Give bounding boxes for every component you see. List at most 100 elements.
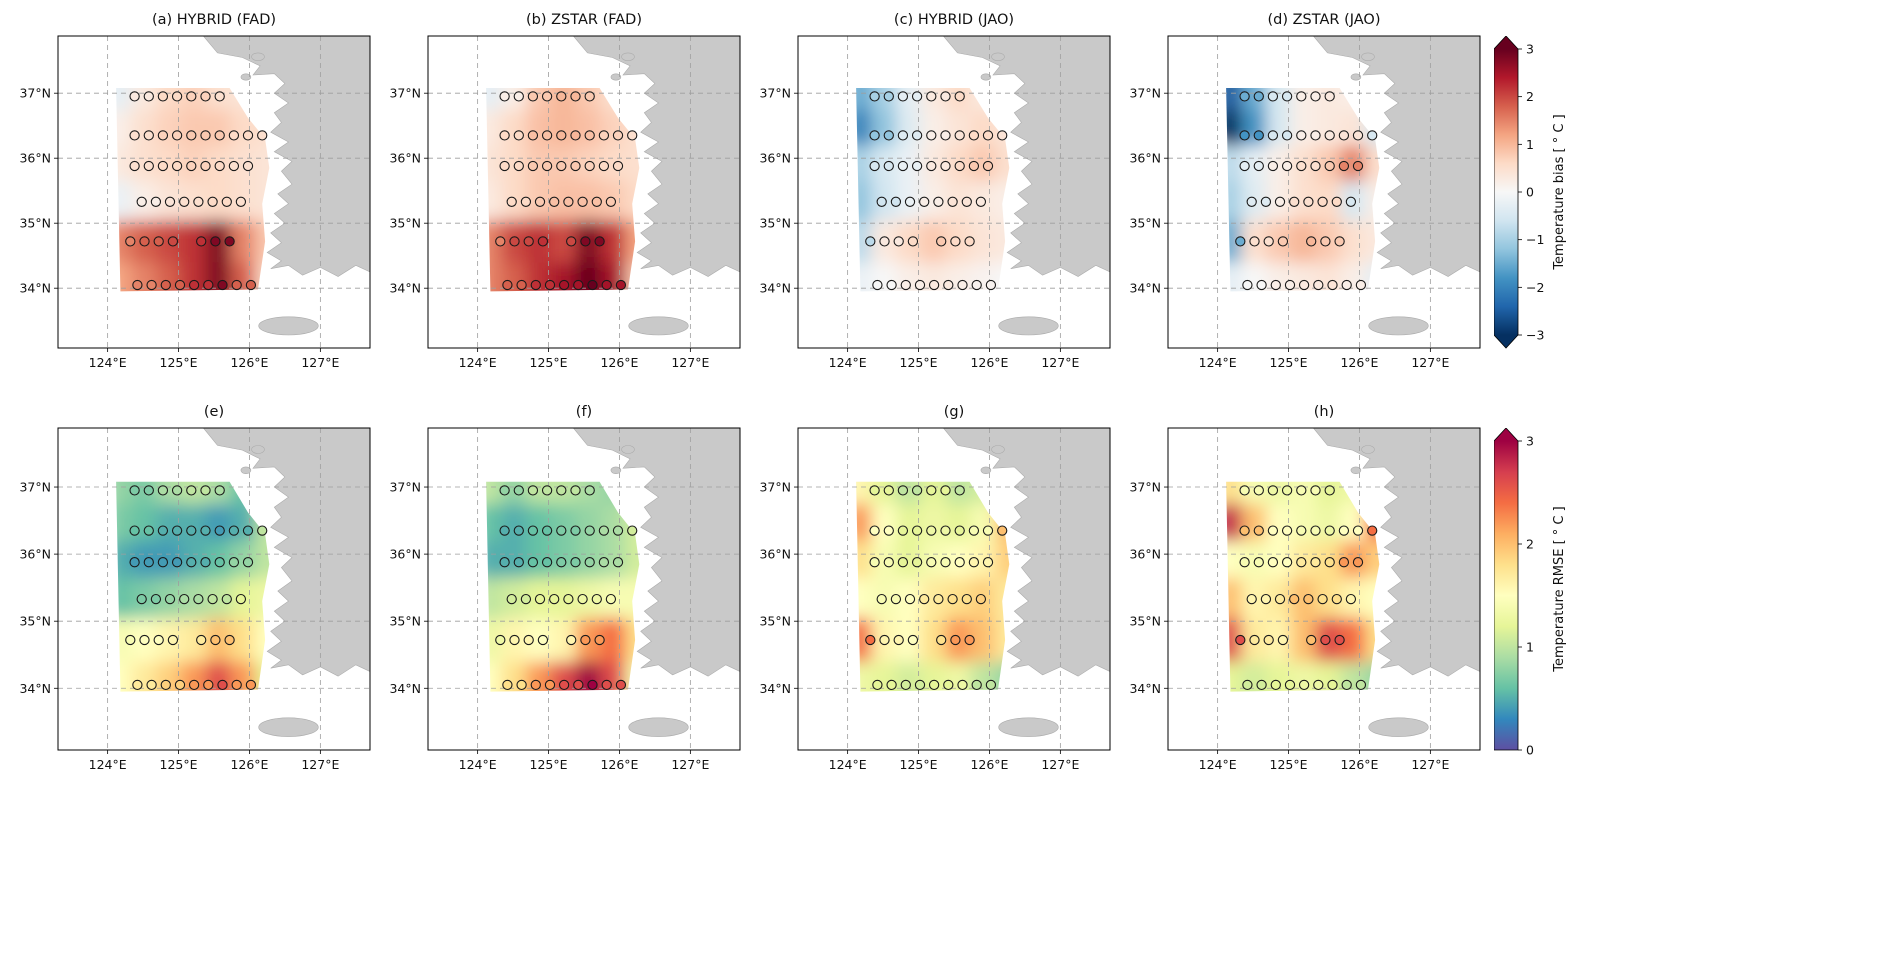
land (573, 428, 740, 737)
y-tick-label: 36°N (19, 547, 51, 562)
x-tick-label: 125°E (900, 355, 938, 370)
station-marker (139, 634, 150, 646)
station-marker (174, 279, 186, 291)
station-marker (947, 196, 958, 207)
station-marker (1310, 160, 1321, 172)
station-marker (200, 91, 211, 102)
station-marker (1303, 593, 1314, 605)
station-marker (196, 236, 207, 247)
station-marker (964, 634, 975, 646)
station-marker (200, 525, 211, 536)
x-tick-label: 127°E (671, 757, 709, 772)
station-marker (911, 130, 923, 141)
station-marker (570, 485, 581, 496)
station-marker (907, 634, 919, 646)
station-marker (523, 634, 534, 646)
y-tick-label: 37°N (759, 480, 791, 495)
station-marker (499, 485, 510, 496)
panel-b: (b) ZSTAR (FAD) 124°E 125°E 126°E 127°E 34°N… (382, 10, 754, 386)
station-marker (1267, 91, 1279, 102)
station-marker (897, 160, 909, 172)
station-marker (527, 130, 539, 141)
station-marker (1367, 130, 1378, 141)
station-marker (869, 130, 880, 141)
station-marker (893, 634, 904, 646)
station-marker (502, 679, 513, 691)
station-marker (1331, 593, 1342, 605)
y-tick-label: 34°N (19, 681, 51, 696)
x-tick-label: 124°E (1199, 757, 1237, 772)
station-marker (612, 160, 624, 172)
small-island (980, 466, 992, 474)
station-marker (1352, 525, 1364, 536)
x-tick-label: 125°E (900, 757, 938, 772)
station-marker (1263, 236, 1274, 247)
station-marker (601, 679, 612, 691)
station-marker (584, 160, 595, 172)
station-marker (1306, 236, 1317, 247)
panel-e-plot: 124°E 125°E 126°E 127°E 34°N 35°N 36°N 37°N (12, 426, 384, 786)
station-marker (186, 557, 197, 568)
station-marker (612, 525, 624, 536)
station-marker (1270, 279, 1281, 291)
map-svg-d: 124°E 125°E 126°E 127°E 34°N 35°N 36°N 37°N (1129, 35, 1481, 370)
station-marker (598, 130, 610, 141)
jeju-island (1368, 316, 1429, 336)
station-marker (506, 196, 517, 207)
station-marker (541, 160, 553, 172)
station-marker (499, 557, 510, 568)
station-marker (598, 557, 610, 568)
station-marker (1324, 485, 1335, 496)
map-svg-f: 124°E 125°E 126°E 127°E 34°N 35°N 36°N 37°N (389, 427, 741, 772)
x-tick-label: 125°E (530, 757, 568, 772)
small-island (610, 73, 622, 81)
station-marker (997, 130, 1008, 141)
korea-mainland (203, 428, 370, 677)
station-marker (890, 593, 902, 605)
station-marker (928, 279, 940, 291)
station-marker (143, 557, 154, 568)
station-marker (876, 196, 887, 207)
panel-d-plot: 124°E 125°E 126°E 127°E 34°N 35°N 36°N 37°N (1122, 34, 1494, 384)
y-tick-label: 34°N (1129, 281, 1161, 296)
panel-h: (h) 124°E 125°E 126°E 127°E 34°N 35°N 36°N 37°N (1122, 402, 1494, 788)
x-tick-label: 126°E (1340, 757, 1378, 772)
station-marker (968, 557, 980, 568)
station-marker (612, 557, 624, 568)
korea-mainland (203, 36, 370, 277)
station-marker (164, 593, 176, 605)
plot-border (797, 35, 1111, 349)
x-tick-label: 126°E (230, 355, 268, 370)
station-marker (598, 525, 610, 536)
station-marker (1355, 679, 1367, 691)
colorbar-bias-label: Temperature bias [ ° C ] (1552, 114, 1567, 270)
station-marker (940, 91, 951, 102)
station-marker (947, 593, 958, 605)
station-marker (886, 279, 897, 291)
jeju-island (258, 316, 319, 336)
station-marker (883, 91, 894, 102)
station-marker (556, 525, 567, 536)
station-marker (257, 130, 268, 141)
station-marker (217, 679, 228, 691)
x-tick-label: 125°E (530, 355, 568, 370)
y-tick-label: 35°N (1129, 614, 1161, 629)
station-marker (933, 593, 944, 605)
land (1313, 428, 1480, 737)
station-marker (926, 525, 937, 536)
x-tick-label: 125°E (1270, 757, 1308, 772)
station-marker (1249, 236, 1260, 247)
station-marker (975, 593, 987, 605)
station-marker (1267, 130, 1279, 141)
land (203, 428, 370, 737)
station-marker (869, 557, 880, 568)
y-tick-label: 35°N (19, 216, 51, 231)
station-marker (171, 160, 183, 172)
station-marker (157, 557, 169, 568)
plot-border (57, 35, 371, 349)
small-island (251, 52, 265, 61)
y-tick-label: 34°N (1129, 681, 1161, 696)
station-marker (1324, 130, 1335, 141)
station-marker (129, 130, 140, 141)
station-marker (570, 91, 581, 102)
